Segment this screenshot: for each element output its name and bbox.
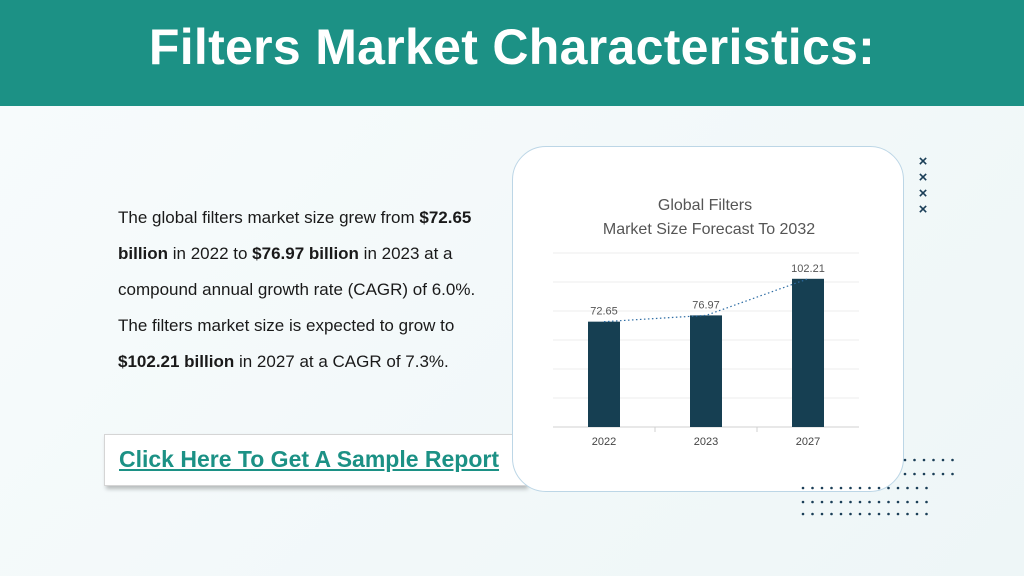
data-label-2027: 102.21 — [791, 263, 825, 275]
decorative-dot — [915, 500, 919, 504]
bar-2022 — [588, 321, 620, 427]
page-title: Filters Market Characteristics: — [148, 19, 876, 75]
decorative-x-marks: × × × × — [915, 154, 931, 218]
decorative-dot — [830, 512, 833, 516]
decorative-dot — [877, 500, 881, 504]
decorative-dot — [925, 486, 928, 490]
description-text-1: The global filters market size grew from — [118, 208, 420, 227]
x-mark-icon: × — [918, 153, 928, 170]
decorative-dot — [941, 458, 945, 462]
decorative-dot — [913, 458, 916, 462]
decorative-dot — [896, 486, 900, 490]
decorative-dot-grid — [801, 458, 954, 516]
title-banner: Filters Market Characteristics: — [0, 0, 1024, 106]
decorative-dot — [915, 512, 919, 516]
description-text-4: in 2027 at a CAGR of 7.3%. — [234, 352, 449, 371]
decorative-dot — [906, 486, 909, 490]
decorative-dot — [839, 486, 843, 490]
chart-card: Global Filters Market Size Forecast To 20… — [512, 146, 904, 492]
decorative-dot — [877, 486, 881, 490]
decorative-dot — [925, 512, 928, 516]
decorative-dot — [820, 500, 824, 504]
decorative-dot — [915, 486, 919, 490]
decorative-dot — [951, 458, 954, 462]
decorative-dot — [849, 500, 852, 504]
x-tick-2023: 2023 — [694, 436, 718, 448]
decorative-dot — [849, 486, 852, 490]
decorative-dot — [896, 500, 900, 504]
decorative-dot — [801, 512, 805, 516]
decorative-dot — [811, 486, 814, 490]
data-label-2023: 76.97 — [692, 299, 720, 311]
decorative-dot — [951, 472, 954, 476]
chart-title-line-2: Market Size Forecast To 2032 — [603, 221, 815, 238]
decorative-dot — [811, 512, 814, 516]
value-2022: $72.65 billion — [118, 208, 472, 263]
decorative-dot — [887, 500, 890, 504]
decorative-dot — [877, 512, 881, 516]
x-tick-2027: 2027 — [796, 436, 820, 448]
decorative-dot — [868, 512, 871, 516]
x-tick-2022: 2022 — [592, 436, 616, 448]
decorative-dot — [820, 512, 824, 516]
decorative-dot — [839, 500, 843, 504]
decorative-dot — [811, 500, 814, 504]
decorative-dot — [801, 500, 805, 504]
x-mark-icon: × — [918, 185, 928, 202]
decorative-dot — [903, 458, 907, 462]
decorative-dot — [932, 458, 935, 462]
description-text-2: in 2022 to — [168, 244, 253, 263]
decorative-dot — [839, 512, 843, 516]
sample-report-box: Click Here To Get A Sample Report — [104, 434, 526, 486]
decorative-dot — [941, 472, 945, 476]
decorative-dot — [868, 486, 871, 490]
decorative-dot — [932, 472, 935, 476]
sample-report-link[interactable]: Click Here To Get A Sample Report — [119, 446, 500, 472]
data-label-2022: 72.65 — [590, 306, 618, 318]
decorative-dot — [887, 486, 890, 490]
decorative-dot — [896, 512, 900, 516]
decorative-dot — [906, 500, 909, 504]
decorative-dot — [830, 486, 833, 490]
decorative-dot — [820, 486, 824, 490]
decorative-dot — [887, 512, 890, 516]
decorative-dot — [801, 486, 805, 490]
decorative-dot — [922, 458, 926, 462]
decorative-dot — [868, 500, 871, 504]
chart-title-line-1: Global Filters — [658, 197, 752, 214]
decorative-dot — [858, 486, 862, 490]
decorative-dot — [858, 512, 862, 516]
x-mark-icon: × — [918, 169, 928, 186]
decorative-dot — [906, 512, 909, 516]
bar-2027 — [792, 278, 824, 427]
decorative-dot — [858, 500, 862, 504]
bar-2023 — [690, 315, 722, 427]
decorative-dot — [830, 500, 833, 504]
decorative-dot — [849, 512, 852, 516]
value-2027: $102.21 billion — [118, 352, 235, 371]
decorative-dot — [913, 472, 916, 476]
decorative-dot — [922, 472, 926, 476]
bar-chart: Global Filters Market Size Forecast To 20… — [553, 197, 859, 448]
value-2023: $76.97 billion — [252, 244, 359, 263]
decorative-dot — [925, 500, 928, 504]
market-description: The global filters market size grew from… — [118, 200, 508, 380]
description-text-3: in 2023 at a compound annual growth rate… — [118, 244, 476, 335]
decorative-dot — [903, 472, 907, 476]
x-mark-icon: × — [918, 201, 928, 218]
